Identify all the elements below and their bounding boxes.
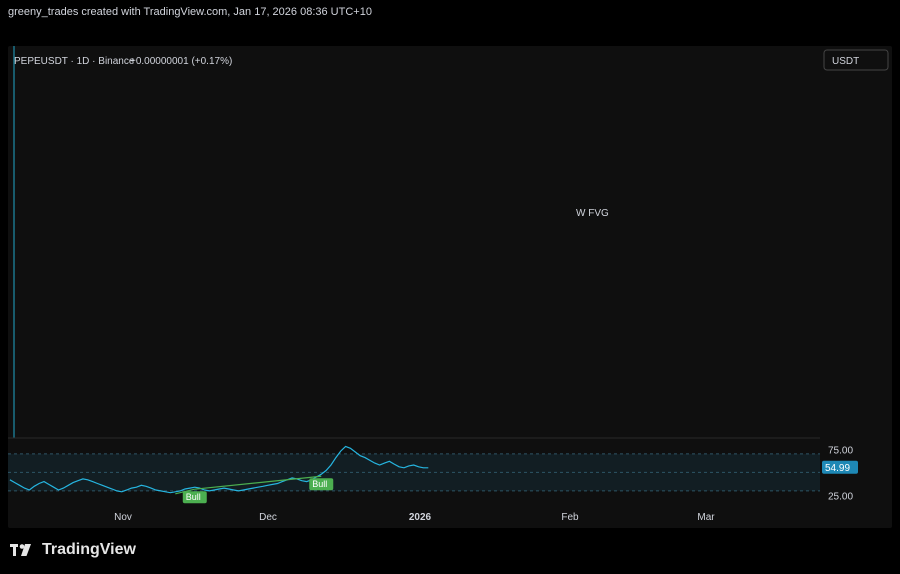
divergence-line <box>194 475 322 490</box>
bull-badge <box>309 478 334 491</box>
fvg-label: W FVG <box>576 208 609 219</box>
symbol-line: PEPEUSDT · 1D · Binance <box>14 56 135 67</box>
rsi-tick-label: 75.00 <box>828 445 853 456</box>
rsi-tick-label: 25.00 <box>828 492 853 503</box>
created-line: greeny_trades created with TradingView.c… <box>8 6 372 18</box>
chart-svg[interactable]: 0.382 (0.00000600)0.5 (0.00000562)0.618 … <box>8 46 892 528</box>
currency-button-box <box>823 49 889 71</box>
x-tick-label: Mar <box>697 512 715 523</box>
brand-name: TradingView <box>42 541 136 558</box>
x-tick-label: 2026 <box>409 512 432 523</box>
bull-badge-label: Bull <box>312 479 327 489</box>
bull-badge-label: Bull <box>186 492 201 502</box>
x-tick-label: Nov <box>114 512 132 523</box>
change-label: +0.00000001 (+0.17%) <box>130 56 232 67</box>
bull-badge <box>182 491 207 504</box>
rsi-line <box>9 445 429 494</box>
x-tick-label: Feb <box>561 512 579 523</box>
chart-panel[interactable]: 0.382 (0.00000600)0.5 (0.00000562)0.618 … <box>8 46 892 528</box>
rsi-current-tag <box>822 460 858 474</box>
rsi-current-label: 54.99 <box>825 463 850 474</box>
currency-button-label: USDT <box>832 56 859 67</box>
tradingview-logo-icon <box>10 544 31 556</box>
x-tick-label: Dec <box>259 512 277 523</box>
rsi-band <box>8 453 820 491</box>
brand: TradingView <box>10 541 136 559</box>
